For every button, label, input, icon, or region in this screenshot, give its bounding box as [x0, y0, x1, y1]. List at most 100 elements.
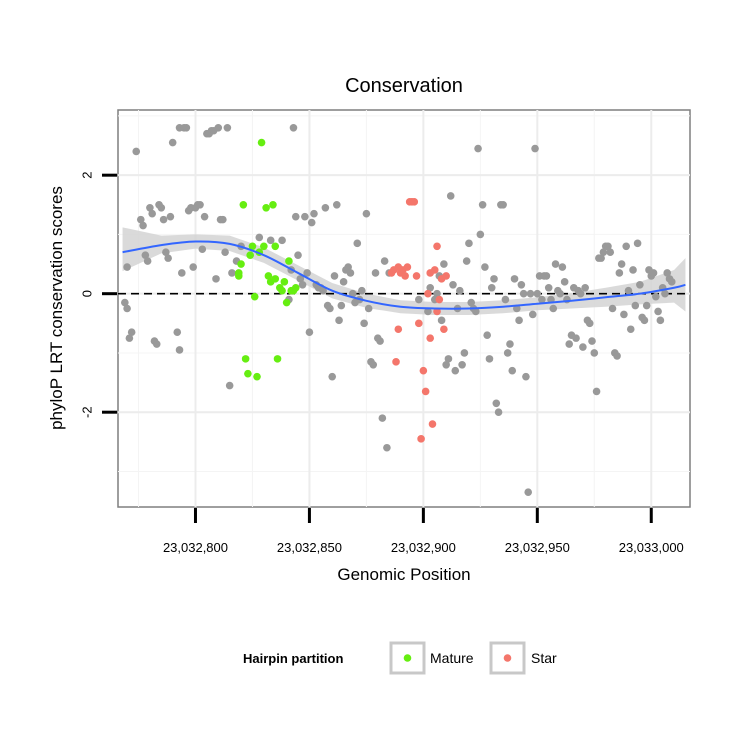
- point-mature: [269, 201, 277, 209]
- point-other: [654, 307, 662, 316]
- point-other: [444, 355, 453, 363]
- point-other: [597, 254, 605, 262]
- point-other: [219, 215, 227, 224]
- x-tick-label: 23,032,950: [505, 540, 570, 555]
- point-other: [378, 414, 387, 422]
- point-other: [200, 212, 209, 221]
- point-other: [487, 283, 496, 292]
- point-other: [437, 316, 446, 325]
- point-mature: [246, 251, 254, 259]
- point-other: [501, 295, 510, 304]
- point-other: [168, 138, 177, 147]
- point-star: [417, 435, 425, 443]
- point-other: [141, 251, 150, 259]
- point-other: [481, 263, 489, 271]
- point-other: [157, 203, 166, 212]
- point-other: [328, 372, 337, 381]
- point-other: [121, 298, 129, 307]
- point-other: [255, 233, 264, 242]
- point-other: [551, 260, 560, 268]
- point-other: [139, 221, 147, 230]
- legend-label-mature: Mature: [430, 650, 474, 666]
- point-other: [383, 443, 391, 452]
- point-other: [175, 346, 184, 354]
- point-mature: [291, 283, 300, 292]
- point-other: [225, 381, 234, 390]
- point-mature: [273, 355, 282, 363]
- point-other: [148, 209, 156, 218]
- legend: Hairpin partition Mature Star: [243, 641, 557, 675]
- point-other: [159, 215, 168, 224]
- x-tick-label: 23,032,900: [391, 540, 456, 555]
- point-mature: [237, 260, 245, 268]
- point-other: [544, 283, 553, 292]
- point-other: [465, 239, 473, 248]
- point-other: [474, 144, 482, 153]
- point-other: [335, 316, 343, 325]
- point-mature: [278, 286, 286, 295]
- point-other: [642, 301, 651, 310]
- smooth-line-layer: [122, 240, 686, 310]
- point-other: [631, 301, 640, 310]
- point-other: [132, 147, 141, 156]
- point-other: [353, 239, 362, 248]
- point-other: [305, 328, 314, 337]
- plot-area: [117, 109, 691, 508]
- point-other: [426, 283, 435, 292]
- point-mature: [241, 355, 250, 363]
- point-other: [146, 203, 154, 212]
- point-other: [510, 275, 519, 283]
- point-other: [291, 212, 300, 221]
- x-tick-label: 23,032,800: [163, 540, 228, 555]
- point-other: [456, 286, 464, 295]
- point-other: [592, 387, 601, 396]
- point-other: [633, 239, 642, 248]
- point-other: [303, 269, 311, 277]
- point-other: [556, 289, 564, 298]
- legend-label-star: Star: [531, 650, 557, 666]
- point-other: [542, 272, 551, 280]
- point-other: [626, 325, 635, 334]
- point-other: [471, 307, 480, 316]
- point-other: [123, 263, 131, 271]
- point-mature: [271, 242, 280, 251]
- legend-title: Hairpin partition: [243, 651, 343, 666]
- point-other: [424, 307, 432, 316]
- point-other: [189, 263, 198, 271]
- y-tick-label: -2: [80, 406, 95, 418]
- point-other: [636, 280, 644, 289]
- point-other: [451, 366, 460, 375]
- point-other: [196, 201, 204, 209]
- point-other: [652, 292, 660, 301]
- point-other: [123, 304, 131, 313]
- x-axis: 23,032,800 23,032,850 23,032,900 23,032,950…: [163, 508, 684, 555]
- point-other: [576, 289, 585, 298]
- point-other: [182, 123, 191, 132]
- point-other: [519, 289, 528, 298]
- point-other: [319, 286, 327, 295]
- point-other: [515, 316, 523, 325]
- point-star: [426, 269, 435, 277]
- point-other: [433, 289, 441, 298]
- point-other: [503, 349, 512, 357]
- legend-entry-mature: Mature: [389, 641, 474, 675]
- point-other: [499, 201, 507, 209]
- point-star: [442, 272, 450, 280]
- point-other: [460, 349, 469, 357]
- point-other: [178, 269, 186, 277]
- point-mature: [285, 257, 293, 265]
- y-tick-label: 2: [80, 172, 95, 179]
- point-mature: [260, 242, 268, 251]
- point-other: [528, 310, 537, 319]
- point-star: [394, 325, 403, 334]
- x-tick-label: 23,032,850: [277, 540, 342, 555]
- point-other: [608, 304, 617, 313]
- point-other: [162, 248, 170, 257]
- point-mature: [280, 278, 289, 286]
- point-other: [667, 278, 676, 286]
- point-other: [332, 201, 341, 209]
- point-other: [344, 263, 352, 271]
- point-other: [298, 280, 307, 289]
- legend-swatch-mature: [403, 654, 412, 662]
